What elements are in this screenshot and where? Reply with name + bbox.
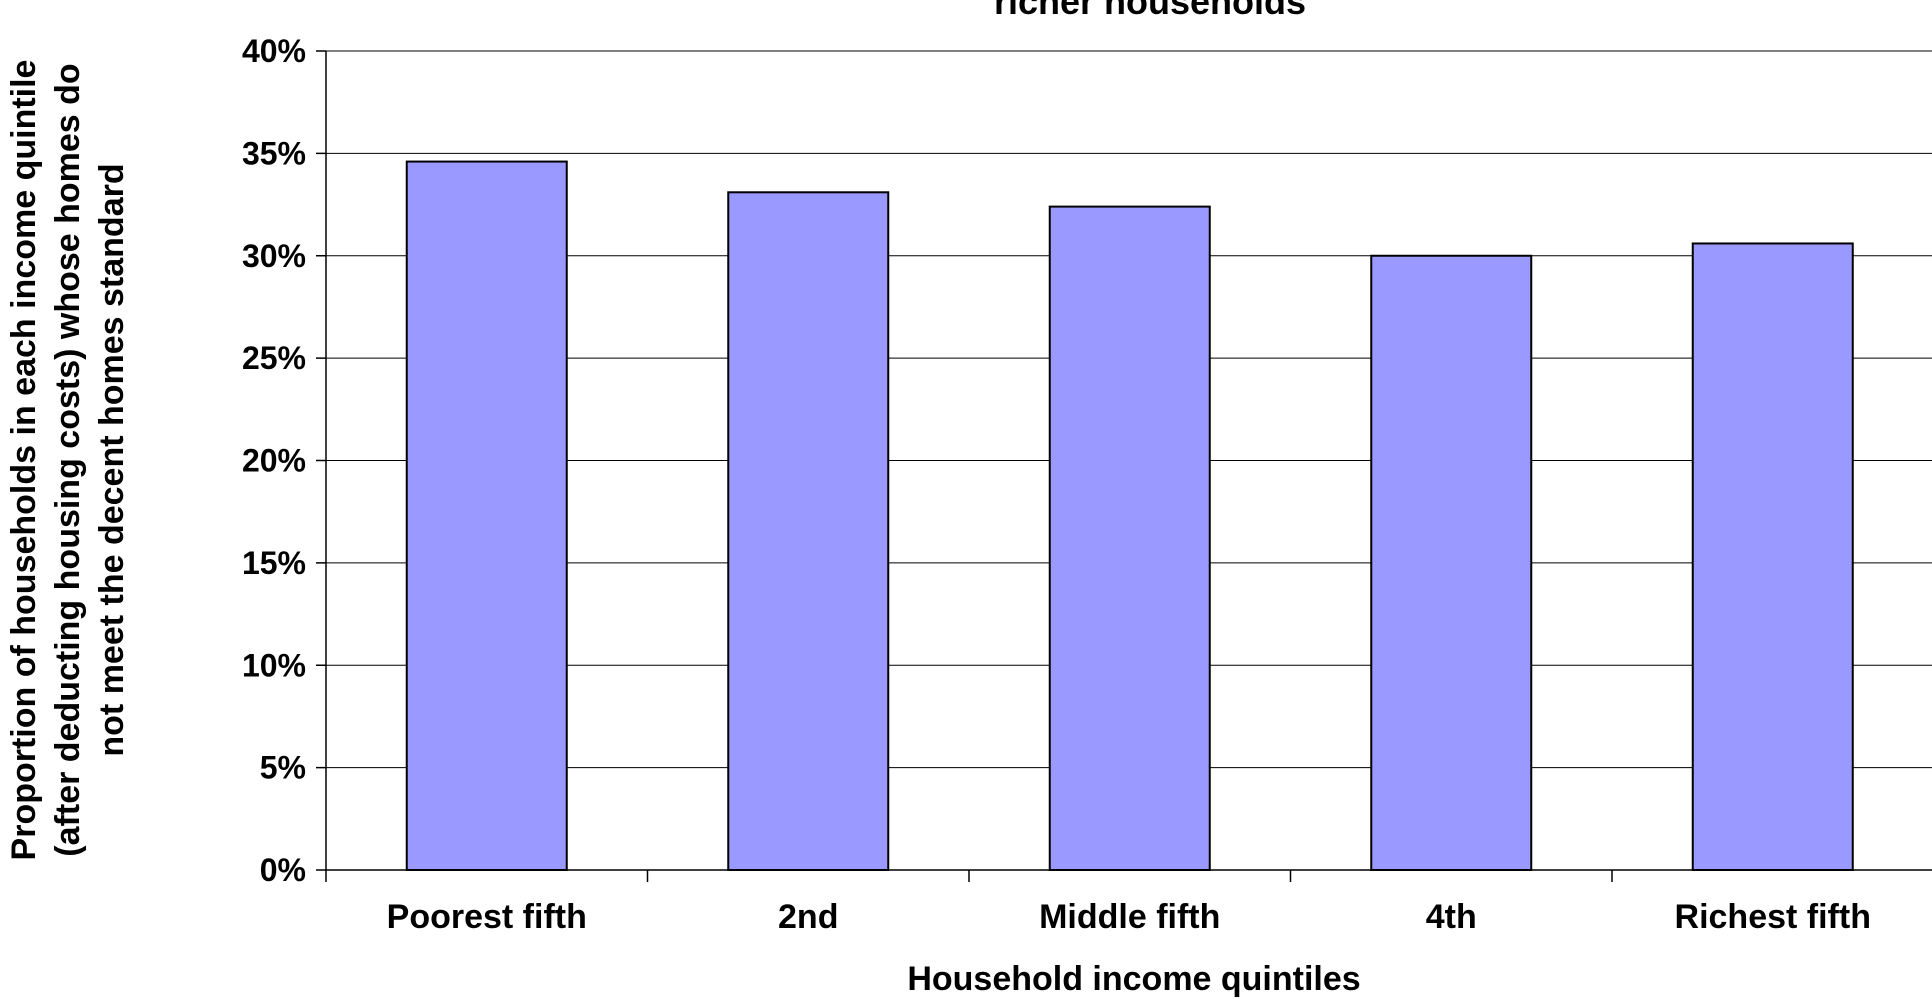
y-axis-title-line-3: not meet the decent homes standard <box>93 163 131 756</box>
bar-4th <box>1370 254 1533 871</box>
bar-richest-fifth <box>1691 242 1854 871</box>
bar-2nd <box>727 191 890 871</box>
y-tick-label: 15% <box>242 545 306 581</box>
y-axis-title-line-1: Proportion of households in each income … <box>5 60 43 861</box>
x-tick-label: 4th <box>1426 898 1477 936</box>
y-axis-title: Proportion of households in each income … <box>5 60 131 861</box>
axes <box>316 50 1932 882</box>
x-tick-label: Middle fifth <box>1039 898 1220 936</box>
y-tick-label: 10% <box>242 647 306 683</box>
chart-title: richer households <box>994 0 1306 22</box>
x-tick-labels: Poorest fifth 2nd Middle fifth 4th Richest f… <box>387 898 1871 936</box>
y-tick-label: 5% <box>260 750 306 786</box>
y-tick-label: 20% <box>242 443 306 479</box>
y-tick-label: 25% <box>242 340 306 376</box>
x-tick-label: 2nd <box>778 898 838 936</box>
y-tick-label: 30% <box>242 238 306 274</box>
y-axis-title-line-2: (after deducting housing costs) whose ho… <box>49 63 87 856</box>
y-tick-labels: 0% 5% 10% 15% 20% 25% 30% 35% 40% <box>242 33 306 888</box>
y-tick-label: 35% <box>242 135 306 171</box>
x-tick-label: Poorest fifth <box>387 898 587 936</box>
y-tick-label: 0% <box>260 852 306 888</box>
bar-middle-fifth <box>1048 205 1211 872</box>
x-axis-title: Household income quintiles <box>907 960 1360 998</box>
bars <box>405 160 1854 872</box>
bar-poorest-fifth <box>405 160 568 871</box>
y-tick-label: 40% <box>242 33 306 69</box>
x-tick-label: Richest fifth <box>1675 898 1871 936</box>
